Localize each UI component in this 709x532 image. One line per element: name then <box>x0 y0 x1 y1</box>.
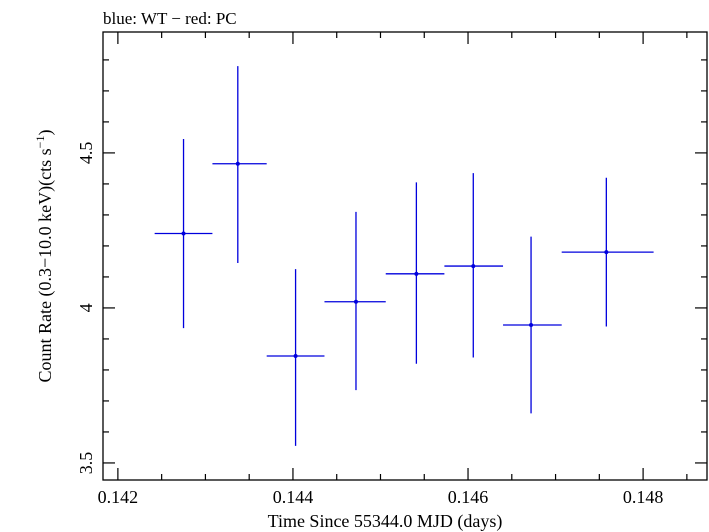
y-axis-label: Count Rate (0.3−10.0 keV)(cts s−1) <box>33 130 56 383</box>
data-point <box>503 236 562 414</box>
x-tick-label: 0.146 <box>448 487 489 507</box>
y-tick-label: 4.5 <box>76 142 96 165</box>
y-tick-labels: 3.5 4 4.5 <box>76 142 96 475</box>
data-point <box>154 138 213 329</box>
data-point <box>385 182 445 364</box>
point-marker <box>181 231 186 236</box>
data-point <box>444 173 504 358</box>
chart-title: blue: WT − red: PC <box>103 9 237 28</box>
point-marker <box>471 264 476 269</box>
x-axis-label: Time Since 55344.0 MJD (days) <box>268 511 503 532</box>
plot-frame <box>102 31 708 481</box>
y-tick-label: 4 <box>76 303 96 312</box>
x-tick-label: 0.142 <box>98 487 139 507</box>
point-marker <box>353 299 358 304</box>
axis-ticks <box>103 32 707 480</box>
data-point <box>561 177 654 327</box>
y-axis-label-end: ) <box>35 130 56 136</box>
y-tick-label: 3.5 <box>76 452 96 475</box>
point-marker <box>235 161 240 166</box>
y-axis-label-main: Count Rate (0.3−10.0 keV)(cts s <box>35 148 56 382</box>
point-marker <box>529 322 534 327</box>
y-axis-label-superscript: −1 <box>33 136 47 149</box>
data-point <box>212 66 267 263</box>
data-point <box>324 211 386 391</box>
data-points <box>154 66 654 446</box>
point-marker <box>604 250 609 255</box>
point-marker <box>293 353 298 358</box>
x-tick-label: 0.148 <box>623 487 664 507</box>
point-marker <box>414 271 419 276</box>
x-tick-label: 0.144 <box>273 487 314 507</box>
data-point <box>266 269 325 446</box>
x-tick-labels: 0.142 0.144 0.146 0.148 <box>98 487 664 507</box>
